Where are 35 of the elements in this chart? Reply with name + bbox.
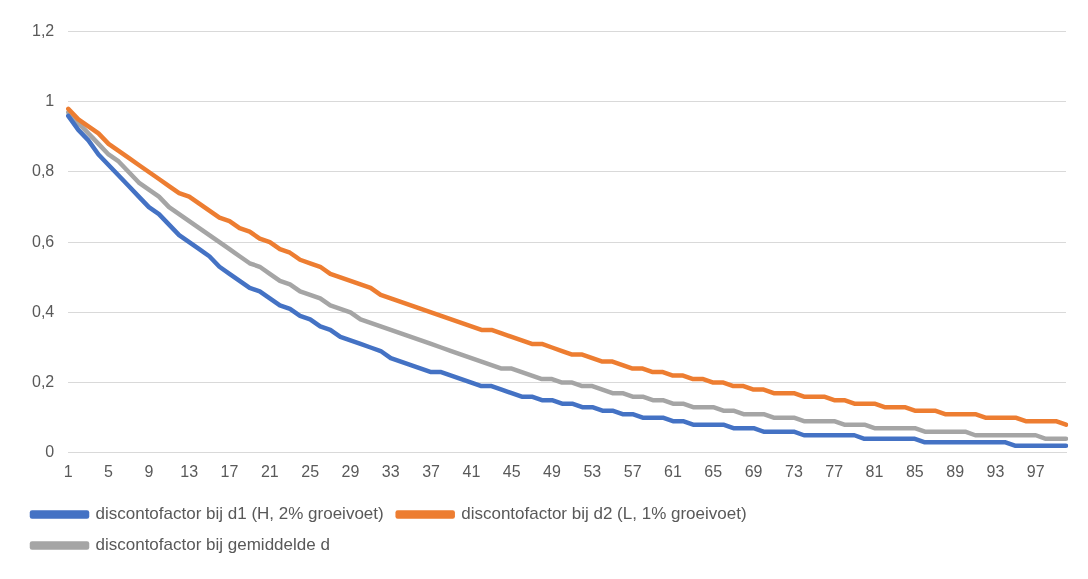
y-tick-label: 0,8 (31, 162, 55, 180)
x-tick-label: 13 (180, 462, 199, 480)
x-tick-label: 57 (623, 462, 642, 480)
x-tick-label: 69 (744, 462, 763, 480)
x-tick-label: 37 (422, 462, 441, 480)
x-tick-label: 33 (381, 462, 400, 480)
x-tick-label: 97 (1026, 462, 1045, 480)
x-tick-label: 85 (905, 462, 924, 480)
x-tick-label: 25 (301, 462, 320, 480)
x-tick-label: 41 (462, 462, 481, 480)
x-tick-label: 21 (260, 462, 279, 480)
y-tick-label: 0 (45, 443, 55, 461)
y-tick-label: 0,2 (31, 373, 55, 391)
x-tick-label: 53 (583, 462, 602, 480)
x-tick-label: 45 (502, 462, 521, 480)
x-tick-label: 77 (825, 462, 844, 480)
y-tick-label: 0,4 (31, 302, 55, 320)
legend-label: discontofactor bij d2 (L, 1% groeivoet) (461, 504, 747, 524)
legend-label: discontofactor bij d1 (H, 2% groeivoet) (95, 504, 384, 524)
x-tick-label: 49 (543, 462, 561, 480)
x-tick-label: 65 (704, 462, 723, 480)
x-tick-label: 73 (784, 462, 803, 480)
y-tick-label: 1,2 (31, 22, 55, 40)
x-tick-label: 81 (865, 462, 884, 480)
x-tick-label: 1 (63, 462, 73, 480)
x-tick-label: 93 (986, 462, 1005, 480)
legend-label: discontofactor bij gemiddelde d (95, 535, 330, 555)
x-tick-label: 9 (144, 462, 154, 480)
x-tick-label: 29 (341, 462, 360, 480)
y-tick-label: 0,6 (31, 232, 55, 250)
y-tick-label: 1 (45, 92, 55, 110)
x-tick-label: 17 (220, 462, 239, 480)
x-tick-label: 89 (946, 462, 965, 480)
x-tick-label: 61 (664, 462, 682, 480)
x-tick-label: 5 (104, 462, 114, 480)
